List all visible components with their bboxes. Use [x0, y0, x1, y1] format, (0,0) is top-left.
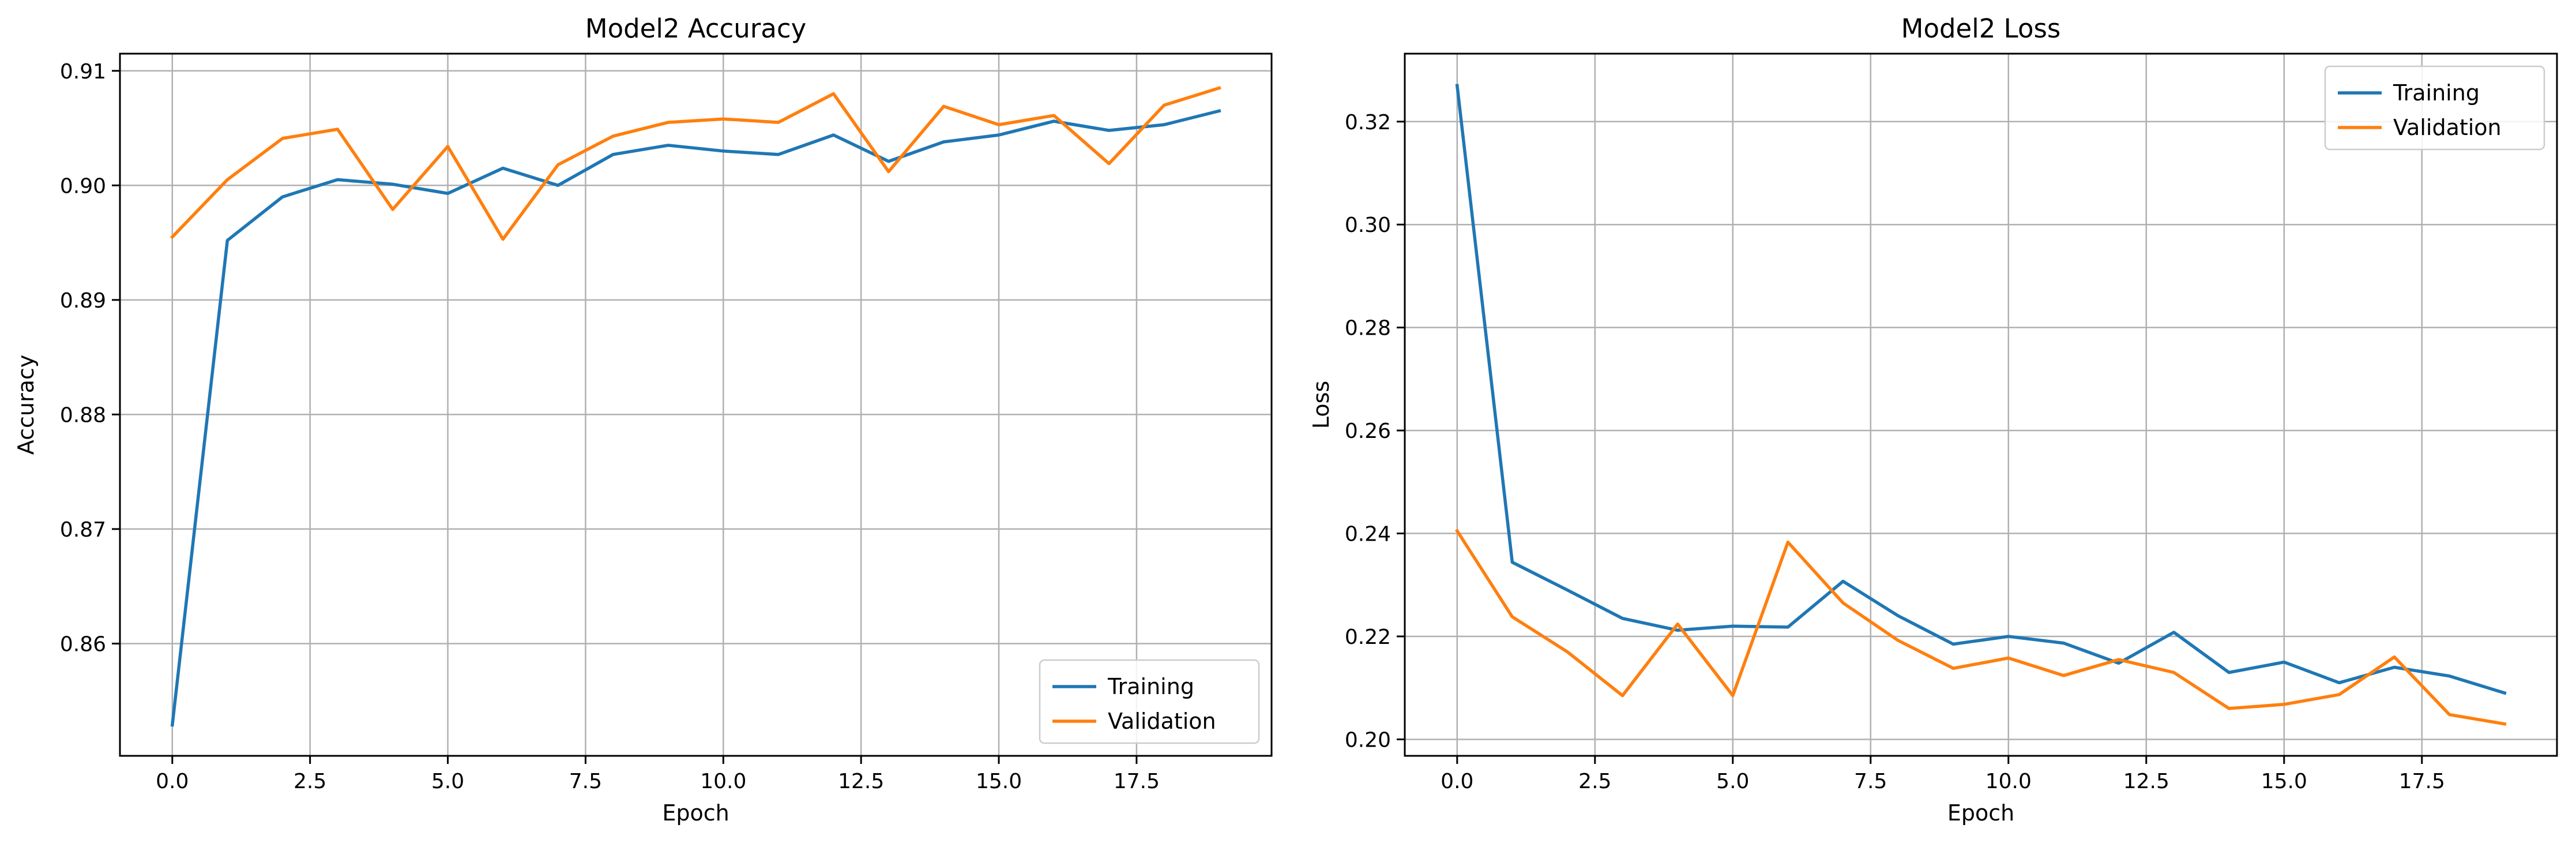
loss-x-axis-label: Epoch [1947, 800, 2014, 826]
accuracy-series-validation-line [170, 86, 1221, 241]
loss-ytick-label: 0.24 [1345, 523, 1391, 546]
loss-xtick-label: 7.5 [1854, 770, 1887, 793]
accuracy-legend: Training Validation [1039, 659, 1260, 744]
loss-xtick-label: 5.0 [1716, 770, 1749, 793]
accuracy-ytick-label: 0.86 [60, 632, 106, 656]
accuracy-legend-label-validation: Validation [1108, 709, 1216, 734]
loss-xtick-label: 17.5 [2399, 770, 2445, 793]
accuracy-x-axis-label: Epoch [662, 800, 729, 826]
loss-xtick-label: 12.5 [2123, 770, 2169, 793]
accuracy-ytick-label: 0.88 [60, 403, 106, 427]
accuracy-xtick-label: 7.5 [569, 770, 602, 793]
accuracy-xtick-label: 0.0 [156, 770, 189, 793]
loss-ytick-label: 0.22 [1345, 625, 1391, 649]
loss-chart-title: Model2 Loss [1901, 13, 2061, 44]
loss-legend: Training Validation [2324, 65, 2545, 151]
accuracy-xtick-label: 15.0 [976, 770, 1022, 793]
accuracy-xtick-label: 17.5 [1114, 770, 1160, 793]
accuracy-legend-label-training: Training [1107, 674, 1194, 699]
loss-xtick-label: 10.0 [1985, 770, 2032, 793]
loss-ytick-label: 0.26 [1345, 419, 1391, 443]
loss-xtick-label: 15.0 [2261, 770, 2307, 793]
loss-chart: 0.0 2.5 5.0 7.5 10.0 12.5 15.0 17.5 0.20 0.22 0.24… [1308, 13, 2558, 826]
accuracy-y-axis-label: Accuracy [13, 355, 39, 455]
accuracy-grid [120, 54, 1272, 756]
loss-xtick-label: 2.5 [1578, 770, 1611, 793]
loss-ytick-label: 0.20 [1345, 728, 1391, 752]
loss-series-validation-line [1455, 529, 2507, 726]
accuracy-xtick-label: 5.0 [431, 770, 464, 793]
loss-legend-label-training: Training [2393, 80, 2480, 106]
accuracy-ytick-label: 0.87 [60, 518, 106, 542]
accuracy-xtick-label: 10.0 [700, 770, 746, 793]
loss-legend-label-validation: Validation [2393, 115, 2502, 140]
accuracy-ytick-label: 0.91 [60, 60, 106, 84]
loss-xtick-label: 0.0 [1441, 770, 1473, 793]
accuracy-ytick-label: 0.90 [60, 174, 106, 198]
accuracy-xtick-label: 2.5 [294, 770, 326, 793]
loss-axes-frame [1404, 53, 2558, 757]
loss-y-axis-label: Loss [1308, 381, 1334, 429]
accuracy-axes-frame [119, 53, 1273, 757]
accuracy-xtick-label: 12.5 [838, 770, 884, 793]
loss-ytick-label: 0.30 [1345, 213, 1391, 237]
loss-ytick-label: 0.28 [1345, 317, 1391, 340]
accuracy-chart: 0.0 2.5 5.0 7.5 10.0 12.5 15.0 17.5 0.86 0.87 0.88… [13, 13, 1273, 826]
accuracy-ytick-label: 0.89 [60, 289, 106, 313]
accuracy-chart-title: Model2 Accuracy [585, 13, 807, 44]
loss-ytick-label: 0.32 [1345, 111, 1391, 134]
loss-series-training-line [1455, 84, 2507, 695]
accuracy-series-training-line [170, 108, 1221, 727]
